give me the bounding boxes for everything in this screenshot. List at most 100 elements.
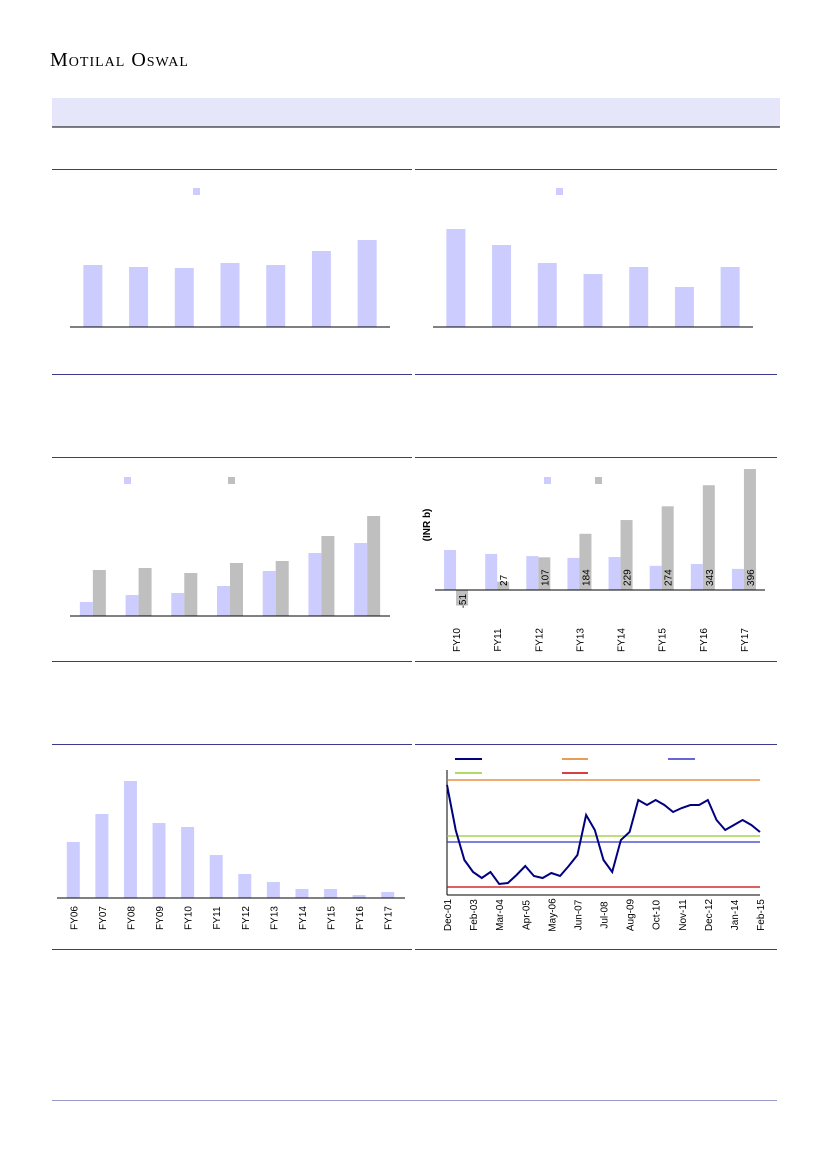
x-tick-label: FY13 bbox=[575, 628, 586, 652]
x-tick-label: FY13 bbox=[269, 906, 280, 930]
bar bbox=[583, 274, 603, 327]
bar bbox=[444, 549, 457, 590]
data-label: 396 bbox=[746, 569, 757, 586]
y-axis-label: (INR b) bbox=[422, 509, 433, 542]
bar bbox=[567, 557, 580, 590]
x-tick-label: Nov-11 bbox=[678, 899, 689, 931]
bar bbox=[266, 882, 280, 898]
bar bbox=[220, 263, 240, 327]
bar bbox=[661, 506, 674, 590]
x-tick-label: FY09 bbox=[155, 906, 166, 930]
brand: Motilal Oswal bbox=[50, 49, 189, 71]
x-tick-label: FY15 bbox=[658, 628, 669, 652]
x-tick-label: Mar-04 bbox=[495, 899, 506, 931]
bar bbox=[266, 265, 286, 327]
data-label: 229 bbox=[623, 569, 634, 586]
data-label: 184 bbox=[581, 569, 592, 586]
x-tick-label: FY15 bbox=[327, 906, 338, 930]
bar bbox=[181, 827, 195, 898]
header-band bbox=[52, 98, 780, 127]
x-tick-label: FY11 bbox=[493, 628, 504, 652]
bar bbox=[95, 814, 109, 898]
bar bbox=[620, 520, 633, 590]
bar bbox=[238, 874, 252, 898]
x-tick-label: May-06 bbox=[547, 898, 558, 932]
x-tick-label: FY11 bbox=[212, 906, 223, 930]
bar bbox=[138, 568, 152, 616]
bar bbox=[66, 842, 80, 898]
bar bbox=[129, 267, 149, 327]
bar bbox=[537, 263, 557, 327]
x-tick-label: Oct-10 bbox=[652, 900, 663, 930]
x-tick-label: Jan-14 bbox=[730, 899, 741, 930]
x-tick-label: Feb-03 bbox=[469, 899, 480, 931]
bar bbox=[485, 553, 498, 590]
bar bbox=[311, 251, 331, 327]
x-tick-label: FY10 bbox=[452, 628, 463, 652]
legend-swatches bbox=[124, 188, 695, 774]
x-tick-label: FY06 bbox=[69, 906, 80, 930]
x-tick-label: FY17 bbox=[384, 906, 395, 930]
x-tick-label: FY07 bbox=[98, 906, 109, 930]
x-tick-label: FY16 bbox=[355, 906, 366, 930]
bar bbox=[125, 595, 139, 616]
bar bbox=[608, 556, 621, 590]
bar bbox=[352, 895, 366, 898]
bar bbox=[152, 823, 166, 898]
x-tick-label: Jul-08 bbox=[600, 901, 611, 929]
x-tick-label: FY17 bbox=[740, 628, 751, 652]
x-tick-label: FY12 bbox=[534, 628, 545, 652]
bar bbox=[321, 536, 335, 616]
bar bbox=[123, 781, 137, 898]
bar bbox=[456, 589, 469, 606]
bar bbox=[174, 268, 194, 327]
data-label: 343 bbox=[705, 569, 716, 586]
x-tick-label: FY08 bbox=[126, 906, 137, 930]
bar bbox=[538, 557, 551, 590]
bar bbox=[209, 855, 223, 898]
bar bbox=[367, 516, 381, 616]
bar bbox=[446, 229, 466, 327]
bar bbox=[217, 586, 230, 616]
data-label: 274 bbox=[664, 569, 675, 586]
bar bbox=[324, 889, 338, 898]
bar bbox=[629, 267, 649, 327]
bar bbox=[381, 892, 395, 898]
bar bbox=[308, 553, 322, 616]
bar bbox=[649, 565, 662, 590]
bar bbox=[357, 240, 377, 327]
x-tick-label: Jun-07 bbox=[573, 899, 584, 930]
data-label: -51 bbox=[458, 594, 469, 609]
x-tick-label: Dec-01 bbox=[443, 898, 454, 931]
x-tick-label: Apr-05 bbox=[521, 900, 532, 930]
x-tick-label: Aug-09 bbox=[626, 898, 637, 931]
line-series bbox=[446, 784, 761, 886]
bar bbox=[702, 485, 715, 590]
bar bbox=[83, 265, 103, 327]
data-label: 27 bbox=[499, 574, 510, 586]
x-tick-label: FY10 bbox=[184, 906, 195, 930]
x-tick-label: FY12 bbox=[241, 906, 252, 930]
x-tick-label: FY14 bbox=[617, 628, 628, 652]
bar bbox=[184, 573, 198, 616]
bar bbox=[92, 570, 106, 616]
bar bbox=[743, 469, 756, 590]
bar bbox=[731, 568, 744, 590]
section-rules bbox=[52, 169, 777, 950]
x-tick-label: FY14 bbox=[298, 906, 309, 930]
bar bbox=[354, 543, 368, 616]
bar bbox=[720, 267, 740, 327]
bar bbox=[295, 889, 309, 898]
x-tick-label: Dec-12 bbox=[704, 898, 715, 931]
bar bbox=[492, 245, 512, 327]
bar bbox=[262, 571, 276, 616]
bar bbox=[674, 287, 694, 327]
x-tick-label: Feb-15 bbox=[756, 899, 767, 931]
bar bbox=[79, 602, 93, 616]
bar bbox=[526, 556, 539, 590]
bar bbox=[171, 593, 185, 616]
bar bbox=[230, 563, 243, 616]
bar bbox=[497, 581, 510, 590]
